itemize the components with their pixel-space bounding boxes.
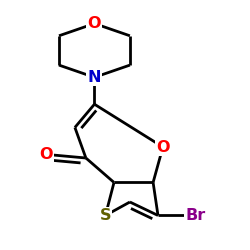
Text: O: O <box>88 16 101 31</box>
Text: Br: Br <box>186 208 206 223</box>
Text: S: S <box>100 208 111 223</box>
Text: O: O <box>39 147 52 162</box>
Text: N: N <box>88 70 101 85</box>
Text: O: O <box>156 140 170 154</box>
